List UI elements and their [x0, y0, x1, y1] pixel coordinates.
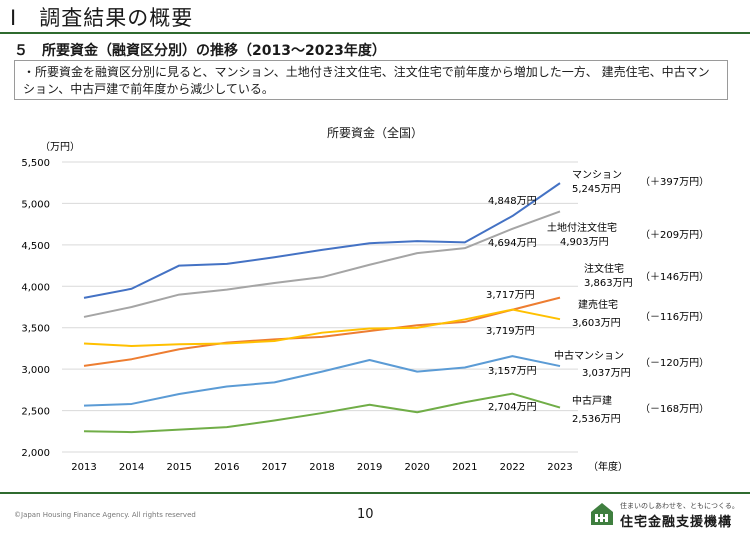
series-line	[83, 182, 561, 299]
x-axis-ticks: 2013 2014 2015 2016 2017 2018 2019 2020 2021 2022…	[71, 462, 572, 473]
grid-lines	[62, 161, 578, 453]
value-label-2022: 3,717万円	[486, 290, 535, 301]
y-tick-label: 5,500	[21, 158, 50, 169]
change-label: （＋209万円）	[640, 229, 709, 241]
x-tick-label: 2016	[214, 462, 239, 473]
value-label-2023: 3,037万円	[582, 368, 631, 379]
chart-title: 所要資金（全国）	[326, 126, 423, 140]
change-label: （＋397万円）	[640, 176, 709, 188]
change-label: （－120万円）	[640, 357, 709, 369]
value-label-2022: 4,694万円	[488, 238, 537, 249]
summary-box: ・所要資金を融資区分別に見ると、マンション、土地付き注文住宅、注文住宅で前年度か…	[14, 60, 728, 100]
change-label: （＋146万円）	[640, 271, 709, 283]
y-tick-label: 2,500	[21, 407, 50, 418]
x-tick-label: 2021	[452, 462, 477, 473]
page-number: 10	[357, 507, 374, 522]
y-tick-label: 5,000	[21, 199, 50, 210]
y-tick-label: 3,500	[21, 324, 50, 335]
x-tick-label: 2017	[262, 462, 287, 473]
value-label-2022: 3,157万円	[488, 366, 537, 377]
series-line	[83, 210, 561, 318]
y-tick-label: 4,000	[21, 282, 50, 293]
series-name-label: 土地付注文住宅	[547, 221, 617, 234]
change-label: （－116万円）	[640, 311, 709, 323]
value-label-2023: 5,245万円	[572, 184, 621, 195]
y-tick-label: 4,500	[21, 241, 50, 252]
value-label-2023: 3,863万円	[584, 278, 633, 289]
x-tick-label: 2015	[166, 462, 191, 473]
y-unit-label: （万円）	[40, 141, 80, 153]
y-tick-label: 2,000	[21, 448, 50, 459]
series-name-label: 中古戸建	[572, 394, 612, 407]
change-label: （－168万円）	[640, 403, 709, 415]
x-tick-label: 2018	[309, 462, 334, 473]
summary-text: ・所要資金を融資区分別に見ると、マンション、土地付き注文住宅、注文住宅で前年度か…	[23, 65, 710, 96]
section-subtitle: ５ 所要資金（融資区分別）の推移（2013～2023年度）	[14, 43, 386, 59]
value-label-2023: 2,536万円	[572, 414, 621, 425]
series-name-label: マンション	[572, 170, 622, 181]
line-chart: 2,000 2,500 3,000 3,500 4,000 4,500 5,000 5,500…	[21, 141, 709, 473]
slogan-text: 住まいのしあわせを、ともにつくる。	[620, 502, 739, 510]
value-label-2022: 4,848万円	[488, 196, 537, 207]
page-title: Ⅰ 調査結果の概要	[10, 6, 194, 30]
series-line	[83, 308, 561, 347]
series-line	[83, 392, 561, 434]
x-tick-label: 2014	[119, 462, 144, 473]
series-name-label: 建売住宅	[578, 298, 618, 311]
copyright-text: ©Japan Housing Finance Agency. All right…	[14, 511, 196, 519]
series-name-label: 注文住宅	[584, 262, 624, 275]
x-tick-label: 2013	[71, 462, 96, 473]
y-axis-ticks: 2,000 2,500 3,000 3,500 4,000 4,500 5,000 5,500	[21, 158, 50, 459]
series-name-label: 中古マンション	[554, 349, 624, 362]
x-tick-label: 2022	[500, 462, 525, 473]
x-tick-label: 2020	[404, 462, 429, 473]
value-label-2023: 4,903万円	[560, 237, 609, 248]
house-logo-icon	[591, 503, 613, 525]
y-tick-label: 3,000	[21, 365, 50, 376]
x-tick-label: 2023	[547, 462, 572, 473]
value-label-2022: 2,704万円	[488, 402, 537, 413]
series-line	[83, 355, 561, 407]
footer-divider	[0, 492, 750, 494]
x-tick-label: 2019	[357, 462, 382, 473]
x-unit-label: （年度）	[588, 460, 628, 473]
series-line	[83, 296, 561, 367]
series-lines	[83, 182, 561, 434]
organization-name: 住宅金融支援機構	[620, 515, 733, 530]
value-label-2023: 3,603万円	[572, 318, 621, 329]
value-label-2022: 3,719万円	[486, 326, 535, 337]
title-divider	[0, 32, 750, 34]
